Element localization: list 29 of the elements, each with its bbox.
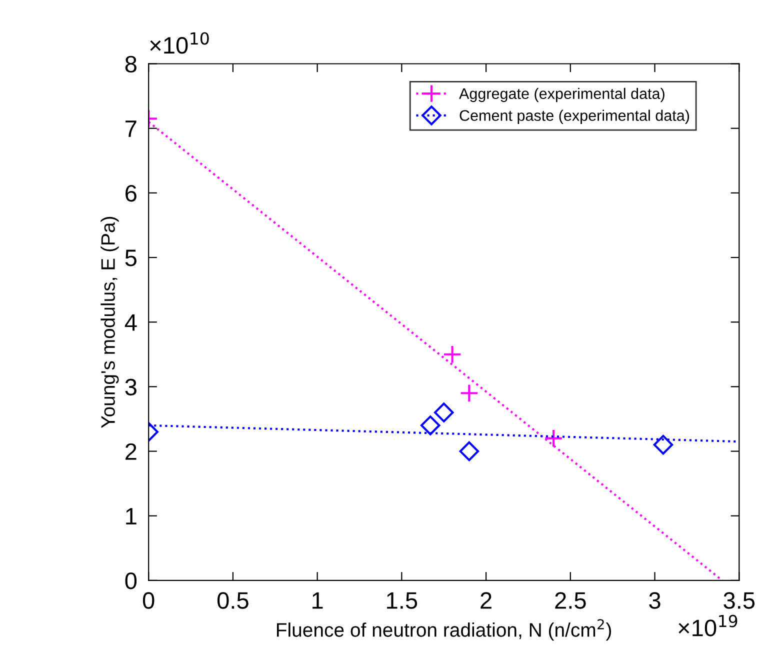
point [459,441,480,462]
x-axis-title: Fluence of neutron radiation, N (n/cm$^{2}$) [276,619,612,641]
y-tick-label: 8 [125,56,136,73]
x-tick-label: 0 [142,592,154,609]
x-tick-label: 1 [312,592,323,609]
x-tick-label: 2 [480,592,492,609]
point [434,402,454,422]
x-tick-label: 2.5 [555,592,586,609]
y-tick-label: 0 [125,572,137,590]
point [460,384,479,402]
y-axis-title: Young's modulus, E (Pa) [100,216,119,428]
point [442,344,462,364]
y-tick-label: 1 [126,508,136,524]
x-tick-label: 3 [649,592,660,609]
legend-label: Cement paste (experimental data) [460,110,690,124]
x-tick-label: 0.5 [217,592,248,609]
legend-label: Aggregate (experimental data) [459,88,664,102]
y-tick-label: 6 [126,184,136,202]
text: ×10$^{19}$ [678,614,738,636]
y-tick-label: 2 [126,443,136,460]
x-tick-label: 1.5 [387,592,418,609]
text: ×10$^{10}$ [150,32,209,54]
point [420,416,440,436]
x-tick-label: 3.5 [724,592,755,609]
y-tick-label: 3 [125,378,136,396]
y-tick-label: 4 [124,314,137,331]
point [544,428,563,448]
y-tick-label: 5 [125,250,136,266]
y-tick-label: 7 [126,120,136,137]
